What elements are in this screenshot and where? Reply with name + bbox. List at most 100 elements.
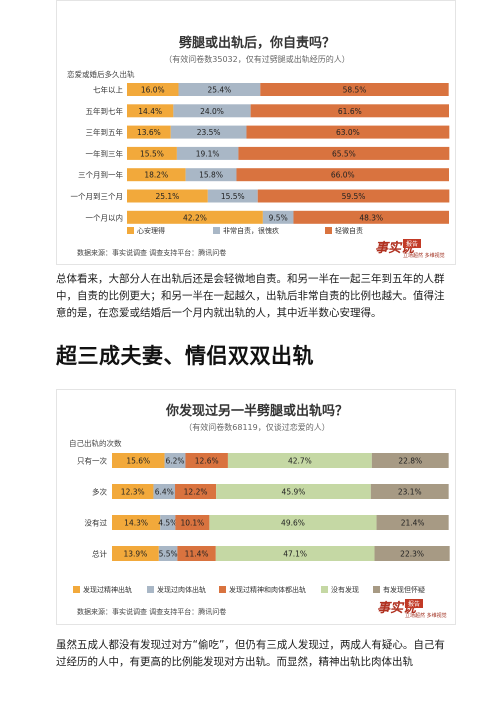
legend-swatch <box>147 586 154 593</box>
bar-segment <box>250 104 449 118</box>
category-label: 一年到三年 <box>86 148 124 158</box>
chart-title: 劈腿或出轨后，你自责吗？ <box>179 35 335 51</box>
bar-segment <box>374 546 450 561</box>
category-label: 五年到七年 <box>86 106 124 116</box>
chart-subtitle: （有效问卷数35032，仅有过劈腿或出轨经历的人） <box>164 54 349 64</box>
legend-label: 发现过精神出轨 <box>83 585 132 594</box>
category-label: 三个月到一年 <box>78 170 123 180</box>
legend-swatch <box>219 586 226 593</box>
legend-swatch <box>73 586 80 593</box>
bar-row: 没有过 14.3% 4.5% 10.1% 49.6% 21.4% <box>85 515 449 530</box>
bar-segment <box>371 453 449 468</box>
data-label: 21.4% <box>401 519 425 528</box>
bar-segment <box>127 125 171 139</box>
legend-label: 发现过肉体出轨 <box>157 585 206 594</box>
legend-label: 没有发现 <box>331 585 359 594</box>
category-label: 没有过 <box>85 518 108 528</box>
bar-segment <box>257 189 450 203</box>
category-label: 三年到五年 <box>86 127 124 137</box>
bar-segment <box>215 546 375 561</box>
legend-label: 轻微自责 <box>335 226 363 235</box>
category-label: 一个月到三个月 <box>71 192 124 201</box>
bar-segment <box>216 484 371 499</box>
data-label: 48.3% <box>359 213 383 222</box>
legend-swatch <box>325 227 332 234</box>
y-axis-title: 恋爱或婚后多久出轨 <box>67 69 135 79</box>
section-heading: 超三成夫妻、情侣双双出轨 <box>56 344 314 368</box>
bar-row: 三年到五年 13.6% 23.5% 63.0% <box>86 125 450 139</box>
bar-segment <box>262 210 294 224</box>
bar-segment <box>160 515 176 530</box>
bar-segment <box>293 210 449 224</box>
data-label: 45.9% <box>282 488 306 497</box>
bar-row: 七年以上 16.0% 25.4% 58.5% <box>93 83 449 96</box>
data-label: 47.1% <box>283 550 307 559</box>
data-label: 22.8% <box>398 457 422 466</box>
bar-segment <box>127 83 179 96</box>
chart-card-self-blame: 劈腿或出轨后，你自责吗？ （有效问卷数35032，仅有过劈腿或出轨经历的人） 恋… <box>56 0 456 265</box>
bar-row: 一个月到三个月 25.1% 15.5% 59.5% <box>71 189 450 203</box>
stamp-tag: 报告 <box>406 240 418 248</box>
legend: 心安理得 非常自责，很愧疚 轻微自责 <box>127 226 363 235</box>
data-label: 23.1% <box>398 488 422 497</box>
y-axis-title: 自己出轨的次数 <box>69 438 122 448</box>
bar-row: 只有一次 15.6% 6.2% 12.6% 42.7% 22.8% <box>77 453 449 468</box>
data-label: 18.2% <box>144 171 168 180</box>
bar-segment <box>127 146 177 160</box>
bar-segment <box>112 515 161 530</box>
bar-segment <box>153 484 176 499</box>
data-label: 42.7% <box>288 457 312 466</box>
data-label: 15.5% <box>221 192 245 201</box>
legend-swatch <box>373 586 380 593</box>
data-label: 6.4% <box>155 488 174 497</box>
bar-segment <box>175 484 217 499</box>
data-label: 10.1% <box>180 519 204 528</box>
data-label: 63.0% <box>336 128 360 137</box>
data-label: 22.3% <box>400 550 424 559</box>
bar-segment <box>370 484 449 499</box>
stamp-slogan: 立场超然 多维视觉 <box>403 252 445 259</box>
chart-self-blame: 劈腿或出轨后，你自责吗？ （有效问卷数35032，仅有过劈腿或出轨经历的人） 恋… <box>67 35 450 259</box>
data-label: 24.0% <box>200 107 224 116</box>
legend-label: 有发现但怀疑 <box>383 585 425 594</box>
bar-segment <box>112 484 154 499</box>
bar-segment <box>170 125 247 139</box>
data-label: 14.4% <box>138 107 162 116</box>
data-label: 13.9% <box>124 550 148 559</box>
bar-segment <box>127 104 174 118</box>
chart-discovered-cheating: 你发现过另一半劈腿或出轨吗？ （有效问卷数68119，仅谈过恋爱的人） 自己出轨… <box>69 403 450 619</box>
data-label: 14.3% <box>124 519 148 528</box>
bar-segment <box>177 546 216 561</box>
data-label: 25.1% <box>155 192 179 201</box>
data-label: 12.6% <box>195 457 219 466</box>
bars-group: 只有一次 15.6% 6.2% 12.6% 42.7% 22.8% 多次 12.3% 6.4% 1… <box>77 453 450 561</box>
data-label: 13.6% <box>137 128 161 137</box>
bar-segment <box>207 189 258 203</box>
data-label: 49.6% <box>281 519 305 528</box>
data-source: 数据来源：事实说调查 调查支持平台：腾讯问卷 <box>77 607 226 616</box>
legend-swatch <box>321 586 328 593</box>
bar-segment <box>176 146 239 160</box>
data-label: 5.5% <box>159 550 178 559</box>
bar-segment <box>127 189 208 203</box>
bar-segment <box>173 104 251 118</box>
data-label: 12.2% <box>184 488 208 497</box>
legend: 发现过精神出轨 发现过肉体出轨 发现过精神和肉体都出轨 没有发现 有发现但怀疑 <box>73 585 425 594</box>
data-label: 11.4% <box>185 550 209 559</box>
data-label: 59.5% <box>342 192 366 201</box>
brand-stamp: 事实说 报告 立场超然 多维视觉 <box>377 599 447 619</box>
bar-segment <box>236 168 449 182</box>
chart-subtitle: （有效问卷数68119，仅谈过恋爱的人） <box>184 422 329 432</box>
bars-group: 七年以上 16.0% 25.4% 58.5% 五年到七年 14.4% 24.0% 61.6% 三… <box>71 83 450 224</box>
bar-row: 五年到七年 14.4% 24.0% 61.6% <box>86 104 449 118</box>
data-label: 9.5% <box>269 213 288 222</box>
data-label: 16.0% <box>141 86 165 95</box>
paragraph-summary: 总体看来，大部分人在出轨后还是会轻微地自责。和另一半在一起三年到五年的人群中，自… <box>56 273 445 319</box>
bar-row: 多次 12.3% 6.4% 12.2% 45.9% 23.1% <box>92 484 449 499</box>
category-label: 七年以上 <box>93 85 123 95</box>
category-label: 一个月以内 <box>86 212 124 222</box>
data-label: 19.1% <box>196 149 220 158</box>
data-label: 42.2% <box>183 213 207 222</box>
legend-swatch <box>127 227 134 234</box>
bar-segment <box>238 146 450 160</box>
